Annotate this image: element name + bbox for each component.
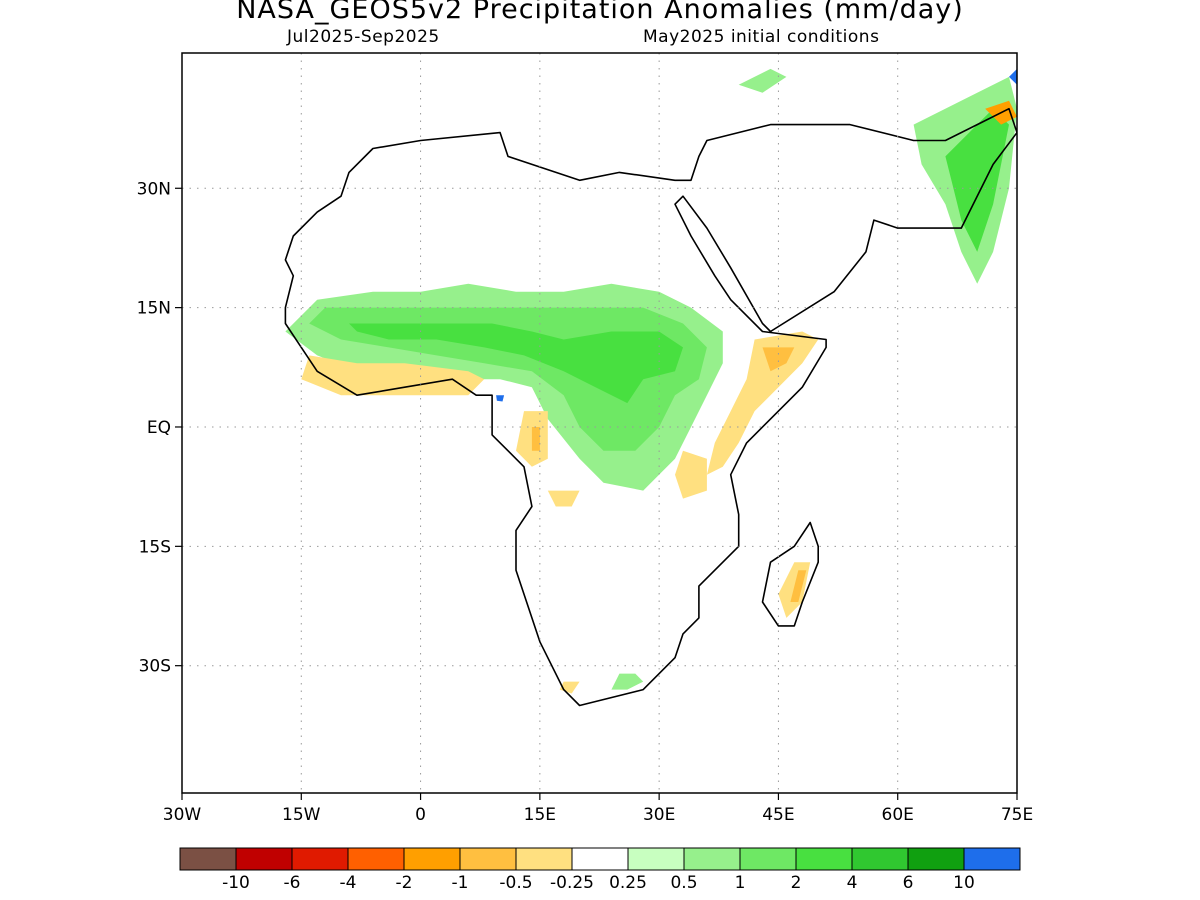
anomaly-region-20	[496, 395, 505, 402]
y-tick-label: 30N	[137, 179, 171, 199]
legend-swatch	[403, 847, 461, 871]
legend-swatch	[851, 847, 909, 871]
madagascar-coastline	[761, 521, 820, 627]
legend-label: -6	[284, 873, 301, 893]
x-tick-label: 30E	[643, 805, 675, 825]
forecast-period: Jul2025-Sep2025	[287, 27, 440, 47]
legend-label: 0.25	[609, 873, 647, 893]
color-legend: -10 -6 -4 -2 -1 -0.5 -0.25 0.25 0.5 1 2 4 6 10	[179, 847, 1021, 893]
legend-swatch	[739, 847, 797, 871]
x-tick-label: 60E	[882, 805, 914, 825]
legend-label: -2	[396, 873, 413, 893]
anomaly-region-5	[738, 68, 787, 93]
x-tick-label: 15W	[282, 805, 321, 825]
legend-swatch	[795, 847, 853, 871]
x-tick-label: 30W	[163, 805, 202, 825]
anomaly-region-13	[547, 490, 580, 507]
legend-label: -10	[222, 873, 250, 893]
x-tick-label: 0	[415, 805, 426, 825]
legend-label: 2	[791, 873, 802, 893]
legend-swatch	[459, 847, 517, 871]
coastlines	[284, 107, 1017, 707]
anomaly-region-14	[675, 450, 707, 499]
anomaly-fills	[285, 68, 1017, 694]
legend-swatch	[571, 847, 629, 871]
legend-label: -1	[452, 873, 469, 893]
anomaly-region-8	[301, 355, 485, 396]
legend-swatch	[347, 847, 405, 871]
legend-label: -0.25	[550, 873, 594, 893]
y-tick-label: EQ	[147, 418, 171, 438]
legend-label: -0.5	[499, 873, 532, 893]
x-tick-label: 75E	[1001, 805, 1033, 825]
anomaly-region-19	[1009, 68, 1017, 85]
y-tick-label: 15N	[137, 299, 171, 319]
x-tick-label: 45E	[762, 805, 794, 825]
latitude-ticks: 30N 15N EQ 15S 30S	[137, 179, 182, 677]
legend-label: -4	[340, 873, 357, 893]
anomaly-region-4	[945, 108, 1009, 252]
anomaly-region-10	[762, 347, 795, 372]
anomaly-region-2	[349, 323, 683, 404]
legend-swatch	[907, 847, 965, 871]
anomaly-region-6	[611, 673, 644, 690]
x-tick-label: 15E	[524, 805, 556, 825]
y-tick-label: 30S	[139, 657, 171, 677]
legend-label: 0.5	[670, 873, 697, 893]
map-title: NASA_GEOS5v2 Precipitation Anomalies (mm…	[236, 0, 964, 25]
plot-frame	[181, 52, 1018, 794]
legend-label: 1	[735, 873, 746, 893]
legend-label: 10	[953, 873, 975, 893]
africa-coastline	[284, 107, 1017, 707]
initial-conditions: May2025 initial conditions	[643, 27, 880, 47]
legend-swatch	[291, 847, 349, 871]
anomaly-region-12	[531, 427, 540, 451]
anomaly-region-16	[790, 570, 807, 602]
legend-swatch	[235, 847, 293, 871]
anomaly-region-9	[706, 331, 819, 475]
legend-swatch	[515, 847, 573, 871]
legend-swatch	[963, 847, 1021, 871]
legend-swatch	[627, 847, 685, 871]
legend-swatch	[179, 847, 237, 871]
legend-label: 4	[847, 873, 858, 893]
longitude-ticks: 30W 15W 0 15E 30E 45E 60E 75E	[163, 793, 1033, 825]
y-tick-label: 15S	[139, 537, 171, 557]
legend-label: 6	[903, 873, 914, 893]
legend-swatch	[683, 847, 741, 871]
